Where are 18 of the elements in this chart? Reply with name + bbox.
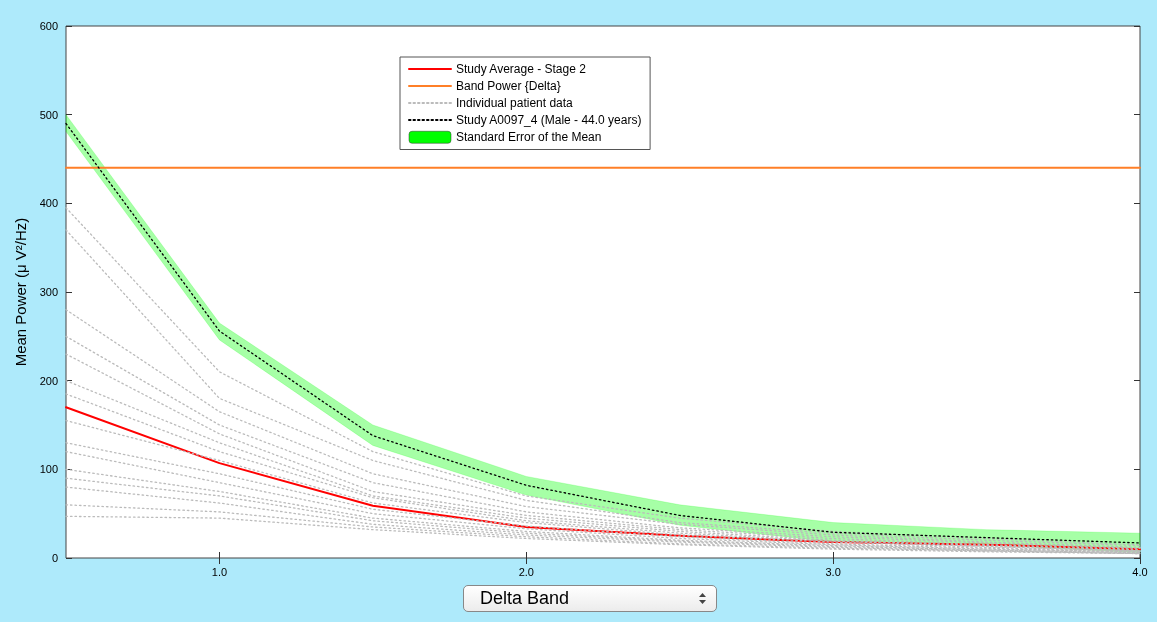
x-tick-label: 2.0: [518, 565, 534, 578]
y-tick-label: 500: [39, 108, 58, 121]
y-tick-label: 600: [39, 20, 58, 32]
y-tick-label: 400: [39, 197, 58, 210]
y-tick-label: 100: [39, 463, 58, 476]
y-tick-label: 0: [51, 552, 58, 564]
x-tick-label: 1.0: [211, 565, 228, 578]
legend-label: Study Average - Stage 2: [456, 62, 587, 76]
y-tick-label: 200: [39, 374, 58, 387]
y-axis-title: Mean Power (μ V²/Hz): [12, 217, 29, 367]
legend-label: Band Power {Delta}: [456, 79, 561, 93]
legend-label: Study A0097_4 (Male - 44.0 years): [456, 113, 642, 127]
x-tick-label: 3.0: [825, 565, 841, 578]
dropdown: Delta Band: [463, 585, 717, 612]
x-tick-label: 4.0: [1132, 565, 1148, 578]
y-tick-label: 300: [39, 286, 58, 298]
legend-label: Individual patient data: [456, 96, 574, 110]
legend-label: Standard Error of the Mean: [456, 130, 602, 145]
